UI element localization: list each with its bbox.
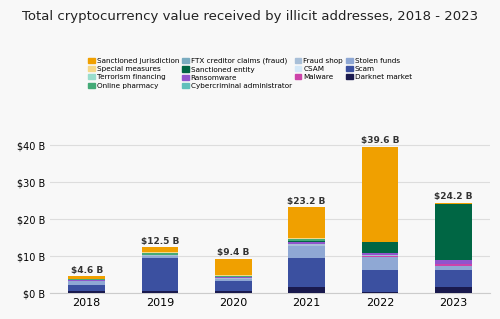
Bar	[142, 247, 178, 252]
Text: $4.6 B: $4.6 B	[70, 266, 103, 275]
Bar	[215, 281, 252, 292]
Bar	[435, 266, 472, 270]
Bar	[288, 287, 325, 293]
Bar	[362, 292, 399, 293]
Bar	[435, 260, 472, 264]
Bar	[142, 256, 178, 258]
Legend: Sanctioned jurisdiction, Special measures, Terrorism financing, Online pharmacy,: Sanctioned jurisdiction, Special measure…	[86, 55, 414, 92]
Bar	[288, 242, 325, 244]
Bar	[68, 280, 105, 281]
Text: $9.4 B: $9.4 B	[217, 248, 250, 257]
Bar	[362, 270, 399, 292]
Bar	[68, 292, 105, 293]
Bar	[362, 242, 399, 253]
Bar	[362, 253, 399, 255]
Bar	[68, 277, 105, 279]
Bar	[288, 244, 325, 246]
Bar	[215, 278, 252, 279]
Bar	[68, 285, 105, 292]
Bar	[142, 258, 178, 291]
Bar	[68, 281, 105, 285]
Bar	[288, 258, 325, 287]
Bar	[362, 241, 399, 242]
Bar	[288, 207, 325, 238]
Bar	[435, 264, 472, 266]
Bar	[215, 292, 252, 293]
Bar	[215, 276, 252, 278]
Bar	[362, 257, 399, 270]
Bar	[435, 203, 472, 204]
Bar	[215, 279, 252, 281]
Bar	[362, 147, 399, 241]
Bar	[288, 246, 325, 258]
Bar	[142, 252, 178, 253]
Bar	[288, 241, 325, 242]
Bar	[288, 239, 325, 241]
Bar	[362, 256, 399, 257]
Text: $39.6 B: $39.6 B	[361, 136, 399, 145]
Bar	[362, 255, 399, 256]
Text: $12.5 B: $12.5 B	[141, 237, 179, 246]
Bar	[215, 259, 252, 275]
Bar	[215, 275, 252, 276]
Bar	[435, 204, 472, 260]
Text: Total cryptocurrency value received by illicit addresses, 2018 - 2023: Total cryptocurrency value received by i…	[22, 10, 478, 23]
Bar	[435, 287, 472, 293]
Bar	[142, 255, 178, 256]
Bar	[142, 253, 178, 255]
Bar	[288, 238, 325, 239]
Text: $24.2 B: $24.2 B	[434, 192, 472, 202]
Bar	[68, 279, 105, 280]
Bar	[435, 270, 472, 287]
Bar	[142, 291, 178, 293]
Text: $23.2 B: $23.2 B	[288, 197, 326, 206]
